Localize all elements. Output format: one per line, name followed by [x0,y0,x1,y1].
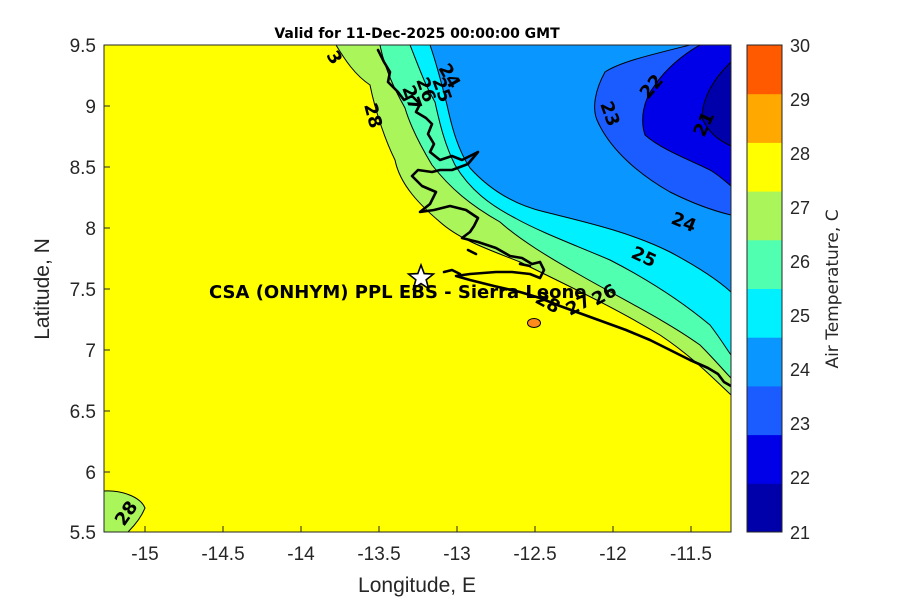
y-tick-label: 5.5 [70,523,96,544]
colorbar-swatch [747,434,782,484]
y-axis-label: Latitude, N [31,238,54,340]
colorbar-tick-label: 29 [790,90,810,110]
colorbar-label: Air Temperature, C [823,209,843,368]
x-tick-label: -13.5 [357,544,400,565]
band-21 [701,61,731,147]
colorbar-swatch [747,483,782,533]
y-tick-label: 7.5 [70,280,96,301]
map-title: Valid for 11-Dec-2025 00:00:00 GMT [274,26,560,42]
x-tick-label: -15 [131,544,158,565]
band-22 [642,45,731,187]
x-axis-label: Longitude, E [358,574,476,597]
y-tick-label: 6 [85,463,96,484]
colorbar-tick-label: 28 [790,144,810,164]
colorbar-swatch [747,239,782,289]
colorbar-swatch [747,93,782,143]
colorbar-tick-label: 21 [790,523,810,543]
colorbar-tick-label: 25 [790,306,810,326]
colorbar-swatches [747,45,782,533]
colorbar-swatch [747,191,782,241]
site-label: CSA (ONHYM) PPL EBS - Sierra Leone [209,282,586,303]
star-icon [406,262,436,291]
coastline [376,48,731,388]
colorbar-tick-label: 30 [790,36,810,56]
band-27-patch [104,490,146,532]
x-tick-label: -14 [287,544,315,565]
colorbar-swatch [747,337,782,387]
colorbar-tick-label: 23 [790,414,810,434]
colorbar-tick-label: 27 [790,198,810,218]
colorbar-tick-label: 22 [790,468,810,488]
coastline-islands [442,248,532,276]
y-tick-label: 7 [85,341,96,362]
y-tick-label: 6.5 [70,402,96,423]
colorbar-swatch [747,45,782,95]
y-tick-label: 9.5 [70,36,96,57]
colorbar-swatch [747,385,782,436]
contour-island [527,318,541,328]
y-tick-label: 8.5 [70,158,96,179]
colorbar-tick-label: 24 [790,360,810,380]
site-marker: CSA (ONHYM) PPL EBS - Sierra Leone [209,262,586,303]
colorbar: 30 29 28 27 26 25 24 23 22 21 Air Temper… [746,36,843,543]
x-tick-label: -12.5 [513,544,556,565]
colorbar-swatch [747,142,782,192]
map-panel [103,44,732,533]
x-tick-label: -13 [443,544,470,565]
x-tick-label: -11.5 [670,544,712,565]
x-tick-label: -14.5 [201,544,244,565]
colorbar-swatch [747,288,782,338]
x-tick-label: -12 [599,544,626,565]
y-tick-label: 9 [85,97,96,118]
colorbar-frame [746,44,783,533]
x-axis: -15 -14.5 -14 -13.5 -13 -12.5 -12 -11.5 … [131,526,712,597]
y-tick-label: 8 [85,219,96,240]
colorbar-tick-label: 26 [790,252,810,272]
y-axis: 9.5 9 8.5 8 7.5 7 6.5 6 5.5 Latitude, N [31,36,110,544]
